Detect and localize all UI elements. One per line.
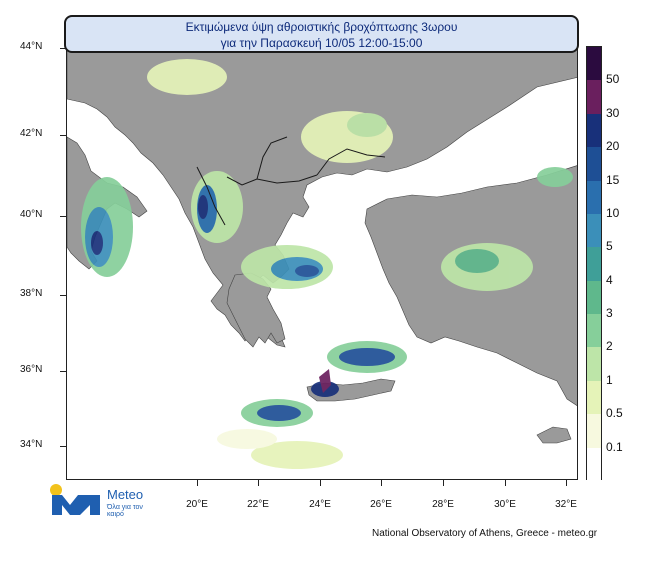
lat-tick [60, 446, 66, 447]
colorbar-label: 4 [606, 272, 613, 287]
colorbar-label: 3 [606, 306, 613, 321]
colorbar-label: 15 [606, 172, 620, 187]
colorbar-segment [587, 414, 601, 449]
lon-tick [566, 480, 567, 486]
colorbar-label: 2 [606, 339, 613, 354]
lat-label-36: 36°N [20, 364, 43, 375]
logo-tagline: Όλα για τον καιρό [107, 504, 143, 518]
meteo-logo-icon [50, 484, 100, 515]
land-peloponnese [226, 272, 286, 348]
colorbar-segment [587, 147, 601, 182]
lon-label-22: 22°E [247, 499, 269, 510]
colorbar-segment [587, 47, 601, 81]
lon-tick [197, 480, 198, 486]
precip-fields [81, 59, 573, 469]
lon-tick [258, 480, 259, 486]
colorbar-segment [587, 347, 601, 382]
lat-label-38: 38°N [20, 288, 43, 299]
lon-tick [381, 480, 382, 486]
colorbar-segment [587, 447, 601, 482]
lat-label-42: 42°N [20, 128, 43, 139]
map-title: Εκτιμώμενα ύψη αθροιστικής βροχόπτωσης 3… [64, 15, 579, 53]
colorbar-label: 10 [606, 205, 620, 220]
map-canvas [67, 47, 577, 479]
colorbar-label: 30 [606, 105, 620, 120]
precip-colorbar [586, 46, 602, 482]
colorbar-segment [587, 280, 601, 315]
lon-label-24: 24°E [309, 499, 331, 510]
colorbar-segment [587, 380, 601, 415]
colorbar-segment [587, 247, 601, 282]
colorbar-label: 0.5 [606, 406, 623, 421]
lon-tick [505, 480, 506, 486]
lat-label-34: 34°N [20, 439, 43, 450]
lon-label-30: 30°E [494, 499, 516, 510]
footer-credit: National Observatory of Athens, Greece -… [372, 528, 598, 539]
colorbar-label: 20 [606, 139, 620, 154]
lat-tick [60, 48, 66, 49]
lon-tick [320, 480, 321, 486]
colorbar-label: 0.1 [606, 439, 623, 454]
lat-tick [60, 216, 66, 217]
map-title-line2: για την Παρασκευή 10/05 12:00-15:00 [220, 36, 423, 50]
map-title-line1: Εκτιμώμενα ύψη αθροιστικής βροχόπτωσης 3… [185, 20, 458, 34]
lon-label-20: 20°E [186, 499, 208, 510]
lat-tick [60, 135, 66, 136]
colorbar-label: 5 [606, 239, 613, 254]
colorbar-segment [587, 314, 601, 348]
colorbar-segment [587, 80, 601, 115]
colorbar-segment [587, 213, 601, 248]
lon-label-28: 28°E [432, 499, 454, 510]
lat-label-40: 40°N [20, 209, 43, 220]
colorbar-label: 50 [606, 72, 620, 87]
lat-tick [60, 371, 66, 372]
lon-tick [443, 480, 444, 486]
lat-label-44: 44°N [20, 41, 43, 52]
country-borders [196, 136, 386, 226]
lon-label-26: 26°E [370, 499, 392, 510]
lat-tick [60, 295, 66, 296]
precipitation-map [66, 46, 578, 480]
colorbar-segment [587, 113, 601, 148]
colorbar-segment [587, 180, 601, 215]
colorbar-label: 1 [606, 372, 613, 387]
logo-brand: Meteo [107, 487, 144, 502]
land-cyprus [536, 426, 572, 444]
lon-label-32: 32°E [555, 499, 577, 510]
